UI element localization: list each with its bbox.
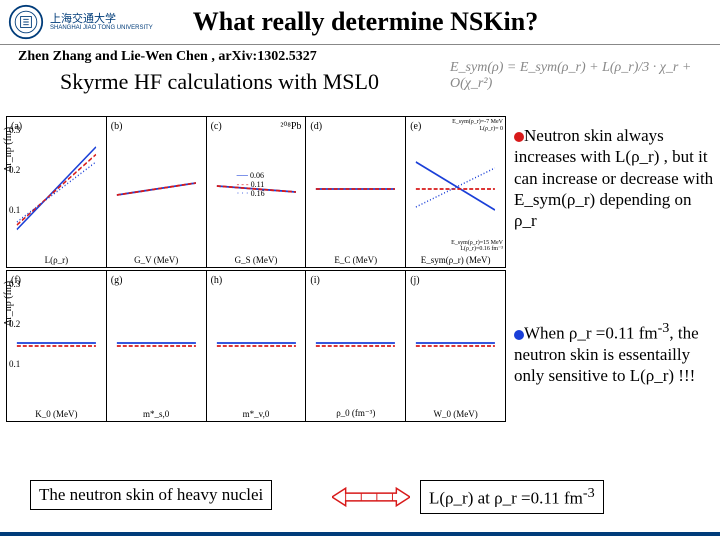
plot-lines (107, 117, 206, 267)
box-right-text: L(ρ_r) at ρ_r =0.11 fm (429, 489, 583, 508)
panel-c: (c) ²⁰⁸Pb ── 0.06 - - - 0.11 · · · 0.16 … (207, 117, 307, 267)
panel-e-annot: E_sym(ρ_r)=-7 MeV L(ρ_r)= 0 (452, 119, 503, 132)
box-right-sup: -3 (583, 485, 595, 501)
panel-j: (j) W_0 (MeV) (406, 271, 505, 421)
note-1: Neutron skin always increases with L(ρ_r… (514, 125, 714, 231)
x-axis-label: E_C (MeV) (334, 255, 377, 265)
panel-g: (g) m*_s,0 (107, 271, 207, 421)
x-axis-label: K_0 (MeV) (35, 409, 77, 419)
plot-lines (7, 117, 106, 267)
chart-row-top: 0.3 0.2 0.1 Δr_np (fm) (a) L(ρ_r) (b) G_… (6, 116, 506, 268)
panel-i: (i) ρ_0 (fm⁻³) (306, 271, 406, 421)
plot-lines (207, 271, 306, 421)
panel-a: (a) L(ρ_r) (7, 117, 107, 267)
bullet-icon (514, 132, 524, 142)
note-2-text-a: When ρ_r =0.11 fm (524, 324, 658, 343)
panel-d: (d) E_C (MeV) (306, 117, 406, 267)
footer-divider (0, 532, 720, 536)
plot-lines (406, 271, 505, 421)
panel-e: (e) E_sym(ρ_r)=-7 MeV L(ρ_r)= 0 E_sym(ρ_… (406, 117, 505, 267)
note-1-text: Neutron skin always increases with L(ρ_r… (514, 126, 713, 230)
plot-lines (306, 271, 405, 421)
plot-lines (306, 117, 405, 267)
x-axis-label: m*_v,0 (243, 409, 270, 419)
ann-line: L(ρ_r)=0.16 fm⁻³ (451, 246, 503, 253)
x-axis-label: ρ_0 (fm⁻³) (336, 408, 375, 419)
box-right: L(ρ_r) at ρ_r =0.11 fm-3 (420, 480, 604, 514)
univ-cn: 上海交通大学 (50, 13, 153, 25)
x-axis-label: G_V (MeV) (134, 255, 178, 265)
panel-e-annot2: E_sym(ρ_r)=15 MeV L(ρ_r)=0.16 fm⁻³ (451, 240, 503, 253)
x-axis-label: L(ρ_r) (45, 255, 68, 265)
slide-title: What really determine NSKin? (193, 7, 538, 37)
university-logo (8, 4, 44, 40)
university-name: 上海交通大学 SHANGHAI JIAO TONG UNIVERSITY (50, 13, 153, 32)
panel-h: (h) m*_v,0 (207, 271, 307, 421)
ann-line: L(ρ_r)= 0 (452, 126, 503, 133)
panel-b: (b) G_V (MeV) (107, 117, 207, 267)
legend-item: 0.06 (250, 171, 264, 180)
note-2-sup: -3 (658, 320, 670, 336)
double-arrow-icon (332, 486, 410, 508)
x-axis-label: G_S (MeV) (235, 255, 278, 265)
bullet-icon (514, 330, 524, 340)
legend-item: 0.11 (251, 180, 265, 189)
legend-item: 0.16 (251, 189, 265, 198)
equation: E_sym(ρ) = E_sym(ρ_r) + L(ρ_r)/3 · χ_r +… (450, 60, 720, 92)
ann-line: E_sym(ρ_r)=-7 MeV (452, 119, 503, 126)
univ-en: SHANGHAI JIAO TONG UNIVERSITY (50, 25, 153, 32)
x-axis-label: W_0 (MeV) (433, 409, 477, 419)
chart-row-bottom: 0.3 0.2 0.1 Δr_np (fm) (f) K_0 (MeV) (g)… (6, 270, 506, 422)
x-axis-label: E_sym(ρ_r) (MeV) (421, 255, 491, 265)
chart-grid: 0.3 0.2 0.1 Δr_np (fm) (a) L(ρ_r) (b) G_… (6, 116, 506, 420)
header: 上海交通大学 SHANGHAI JIAO TONG UNIVERSITY Wha… (0, 0, 720, 45)
plot-lines (107, 271, 206, 421)
legend-box: ── 0.06 - - - 0.11 · · · 0.16 (237, 172, 265, 198)
panel-f: (f) K_0 (MeV) (7, 271, 107, 421)
box-left: The neutron skin of heavy nuclei (30, 480, 272, 510)
plot-lines (7, 271, 106, 421)
x-axis-label: m*_s,0 (143, 409, 169, 419)
note-2: When ρ_r =0.11 fm-3, the neutron skin is… (514, 320, 719, 386)
